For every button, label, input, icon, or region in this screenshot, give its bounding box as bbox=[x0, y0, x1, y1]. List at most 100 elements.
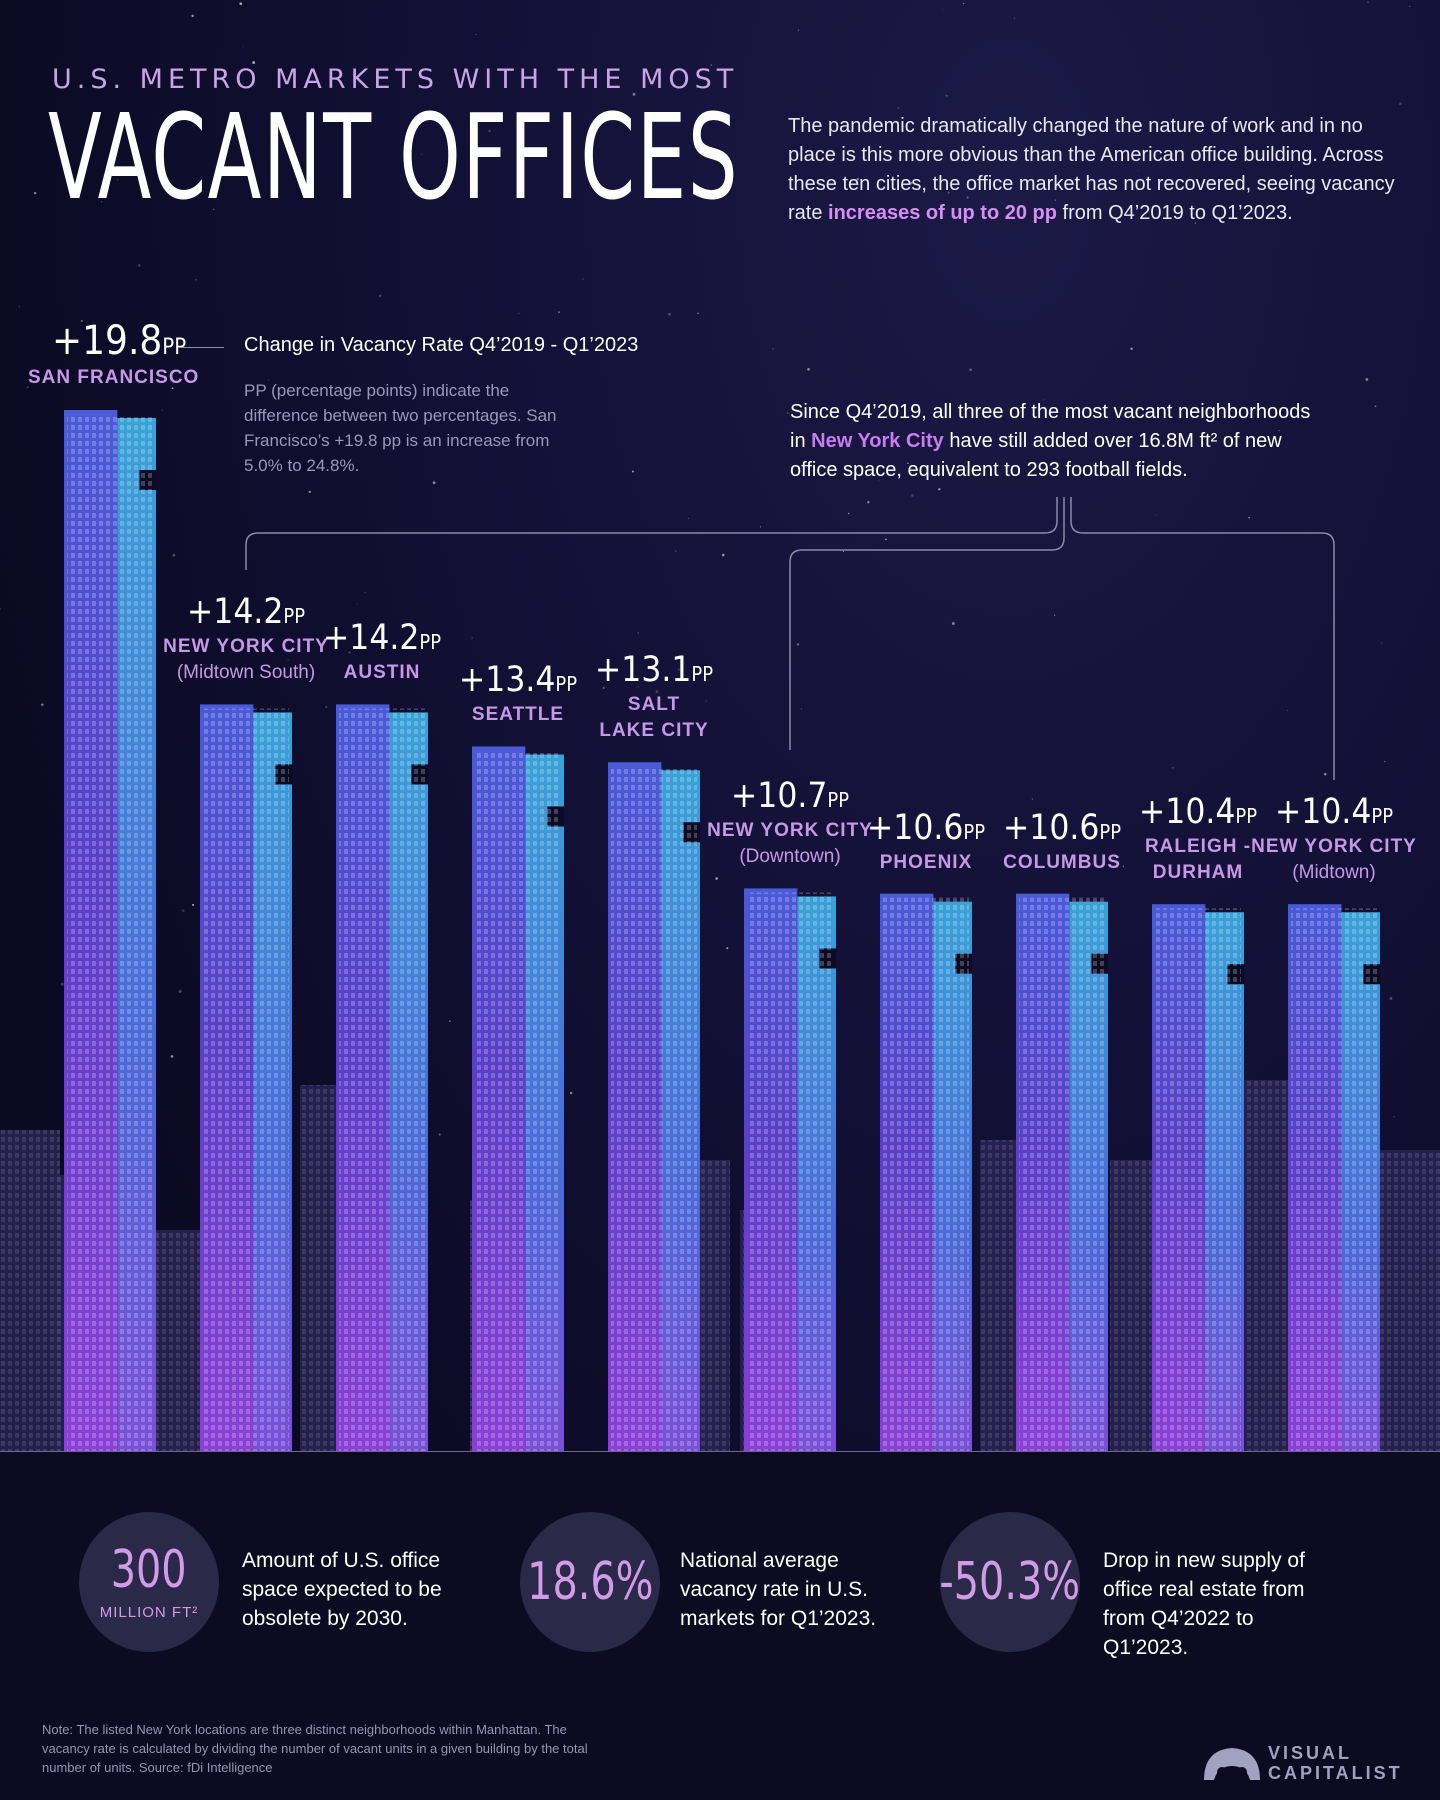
page-title: VACANT OFFICES bbox=[48, 88, 740, 226]
ground-line bbox=[0, 1451, 1440, 1452]
star bbox=[697, 312, 699, 315]
bar-city-label: SALT LAKE CITY bbox=[599, 694, 709, 742]
bar-0 bbox=[64, 410, 156, 1451]
stat-text-vacancy: National average vacancy rate in U.S. ma… bbox=[680, 1549, 877, 1630]
star bbox=[438, 1133, 441, 1136]
star bbox=[947, 191, 950, 194]
star bbox=[1287, 710, 1289, 711]
star bbox=[378, 294, 382, 298]
star bbox=[308, 490, 311, 494]
bar-unit: PP bbox=[1235, 804, 1258, 829]
bar-unit: PP bbox=[1371, 804, 1394, 829]
legend-note: PP (percentage points) indicate the diff… bbox=[244, 381, 557, 475]
star bbox=[242, 46, 244, 48]
star bbox=[364, 592, 366, 594]
star bbox=[348, 651, 351, 654]
bar-8 bbox=[1152, 904, 1244, 1451]
star bbox=[252, 61, 256, 65]
star bbox=[916, 817, 918, 820]
star bbox=[432, 481, 436, 485]
star bbox=[518, 312, 520, 314]
star bbox=[488, 129, 491, 133]
bar-city-label: NEW YORK CITY bbox=[707, 820, 873, 842]
star bbox=[396, 440, 399, 442]
bar-value-label: +10.4PP bbox=[1274, 792, 1394, 833]
bar-city-label: NEW YORK CITY bbox=[163, 636, 329, 658]
star bbox=[569, 1091, 573, 1095]
bar-label-5: +10.7PP NEW YORK CITY (Downtown) bbox=[705, 776, 875, 870]
bar-6 bbox=[880, 893, 972, 1451]
star bbox=[1054, 199, 1056, 201]
star bbox=[665, 194, 668, 197]
bar-windows bbox=[747, 892, 833, 1451]
star bbox=[911, 494, 914, 497]
stat-circle-obsolete: 300 MILLION FT² bbox=[79, 1512, 219, 1652]
star bbox=[195, 278, 197, 281]
star bbox=[602, 686, 605, 690]
bar-windows bbox=[67, 414, 153, 1451]
star bbox=[421, 153, 423, 156]
bar-5 bbox=[744, 888, 836, 1451]
bar-chart bbox=[0, 410, 1440, 1451]
bar-windows bbox=[339, 708, 425, 1451]
star bbox=[1389, 996, 1393, 1000]
intro-highlight: increases of up to 20 pp bbox=[828, 202, 1057, 224]
bar-city-label: PHOENIX bbox=[879, 851, 973, 873]
star bbox=[787, 412, 789, 414]
bar-windows bbox=[1019, 897, 1105, 1451]
star bbox=[572, 337, 575, 340]
star bbox=[213, 208, 215, 210]
star bbox=[631, 470, 634, 473]
nyc-note: Since Q4’2019, all three of the most vac… bbox=[790, 401, 1311, 481]
star bbox=[1374, 405, 1377, 408]
bar-value-label: +10.6PP bbox=[1002, 807, 1122, 848]
star bbox=[161, 409, 163, 411]
bar-windows bbox=[1155, 908, 1241, 1451]
star bbox=[170, 1055, 174, 1058]
star bbox=[891, 123, 893, 125]
star bbox=[945, 94, 948, 97]
bar-city-label: RALEIGH -DURHAM bbox=[1144, 836, 1252, 884]
star bbox=[1031, 798, 1034, 800]
bar-windows bbox=[611, 766, 697, 1451]
star bbox=[178, 990, 182, 993]
star bbox=[710, 64, 713, 66]
stat-circle-supply: -50.3% bbox=[940, 1512, 1080, 1652]
stats-panel bbox=[0, 1452, 1440, 1800]
bar-unit: PP bbox=[419, 630, 442, 655]
bar-sub-label: (Midtown) bbox=[1292, 862, 1376, 884]
bar-4 bbox=[608, 762, 700, 1451]
star bbox=[796, 643, 800, 646]
star bbox=[60, 982, 64, 986]
star bbox=[677, 668, 680, 671]
star bbox=[475, 33, 477, 35]
star bbox=[448, 1020, 451, 1023]
star bbox=[668, 312, 671, 316]
bar-value-label: +13.4PP bbox=[458, 660, 578, 701]
legend-label: Change in Vacancy Rate Q4’2019 - Q1’2023 bbox=[244, 334, 639, 356]
bar-city-label: COLUMBUS bbox=[1003, 851, 1121, 873]
bar-windows bbox=[475, 750, 561, 1451]
bar-label-2: +14.2PP AUSTIN bbox=[297, 618, 467, 686]
star bbox=[1398, 102, 1402, 106]
star bbox=[941, 9, 943, 11]
bar-label-4: +13.1PP SALT LAKE CITY bbox=[569, 650, 739, 744]
star bbox=[655, 690, 659, 694]
star bbox=[171, 387, 174, 390]
bar-label-6: +10.6PP PHOENIX bbox=[841, 808, 1011, 876]
bar-sub-label: (Downtown) bbox=[739, 846, 841, 868]
stat-circle-vacancy: 18.6% bbox=[520, 1512, 660, 1652]
bar-3 bbox=[472, 746, 564, 1451]
nyc-connector bbox=[1070, 497, 1335, 780]
star bbox=[843, 825, 846, 828]
star bbox=[637, 632, 639, 634]
bar-value-label: +13.1PP bbox=[594, 650, 714, 691]
star bbox=[1155, 514, 1157, 516]
intro-text: The pandemic dramatically changed the na… bbox=[788, 115, 1395, 224]
bar-value-label: +14.2PP bbox=[186, 592, 306, 633]
bar-value-label: +10.7PP bbox=[730, 776, 850, 817]
star bbox=[721, 553, 725, 557]
star bbox=[687, 517, 689, 519]
star bbox=[80, 320, 83, 322]
star bbox=[191, 903, 195, 906]
